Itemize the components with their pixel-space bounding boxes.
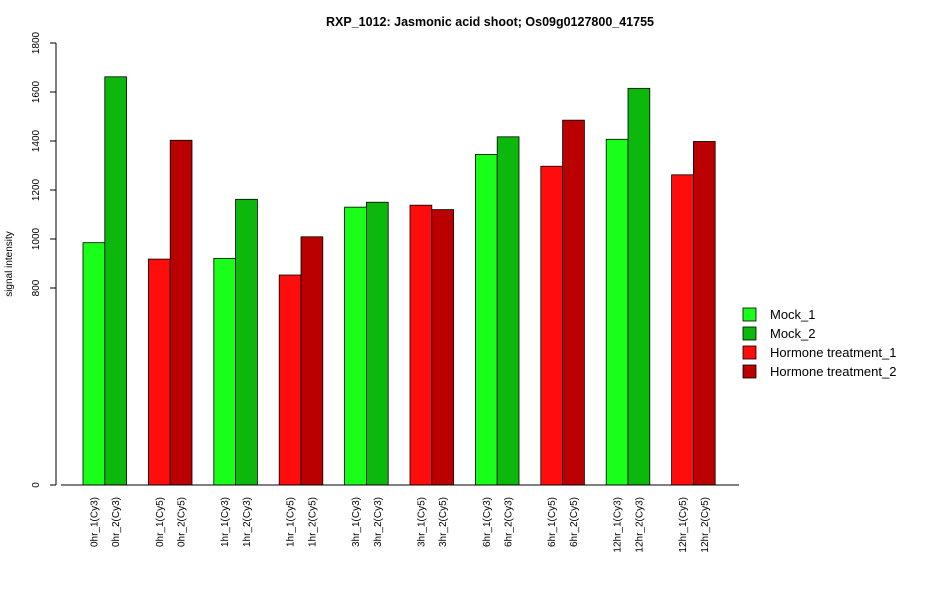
bar (147, 258, 171, 486)
legend-swatch (742, 345, 757, 360)
chart-title: RXP_1012: Jasmonic acid shoot; Os09g0127… (326, 15, 654, 29)
bar (431, 209, 454, 486)
bar (300, 236, 324, 486)
bar (671, 174, 694, 486)
bar (344, 206, 367, 486)
bar (365, 201, 389, 486)
legend-label: Mock_1 (770, 307, 816, 322)
y-tick-label: 0 (31, 482, 42, 488)
bars-group (82, 76, 716, 486)
x-tick-label: 12hr_1(Cy3) (613, 497, 624, 553)
x-tick-label: 1hr_2(Cy5) (307, 497, 318, 547)
y-axis-label: signal intensity (4, 231, 15, 297)
x-tick-label: 6hr_1(Cy3) (482, 497, 493, 547)
x-tick-label: 3hr_1(Cy5) (416, 497, 427, 547)
bar (278, 274, 302, 486)
y-tick-label: 1600 (31, 80, 42, 103)
bar (104, 76, 128, 486)
x-tick-label: 1hr_1(Cy5) (286, 497, 297, 547)
legend-swatch (742, 364, 757, 379)
legend: Mock_1 Mock_2 Hormone treatment_1 Hormone t… (742, 307, 896, 379)
y-tick-label: 1000 (31, 227, 42, 250)
y-axis: 0 800 1000 1200 1400 1600 1800 (31, 31, 57, 488)
bar (605, 138, 629, 486)
x-tick-label: 12hr_1(Cy5) (678, 497, 689, 553)
bar (693, 141, 716, 486)
x-tick-label: 6hr_2(Cy5) (569, 497, 580, 547)
bar (540, 165, 563, 486)
x-tick-label: 6hr_2(Cy3) (504, 497, 515, 547)
x-tick-label: 12hr_2(Cy3) (634, 497, 645, 553)
bar (409, 204, 433, 486)
legend-label: Mock_2 (770, 326, 816, 341)
legend-swatch (742, 307, 757, 322)
x-tick-label: 3hr_1(Cy3) (351, 497, 362, 547)
x-tick-label: 1hr_2(Cy3) (242, 497, 253, 547)
x-tick-label: 12hr_2(Cy5) (700, 497, 711, 553)
y-tick-label: 1800 (31, 31, 42, 54)
legend-label: Hormone treatment_2 (770, 364, 896, 379)
x-tick-label: 0hr_1(Cy3) (89, 497, 100, 547)
x-tick-label: 0hr_1(Cy5) (155, 497, 166, 547)
y-tick-label: 800 (31, 279, 42, 296)
y-tick-label: 1400 (31, 129, 42, 152)
x-tick-label: 3hr_2(Cy3) (373, 497, 384, 547)
bar (169, 139, 193, 486)
bar (82, 242, 106, 486)
x-tick-label: 0hr_2(Cy3) (111, 497, 122, 547)
bar (213, 257, 237, 486)
x-tick-label: 1hr_1(Cy3) (220, 497, 231, 547)
x-tick-label: 0hr_2(Cy5) (177, 497, 188, 547)
bar (496, 136, 520, 486)
x-tick-label: 3hr_2(Cy5) (438, 497, 449, 547)
legend-swatch (742, 326, 757, 341)
bar (235, 198, 258, 486)
x-axis: 0hr_1(Cy3) 0hr_2(Cy3) 0hr_1(Cy5) 0hr_2(Cy5)… (61, 484, 739, 553)
bar (474, 154, 498, 486)
bar (562, 119, 585, 486)
legend-label: Hormone treatment_1 (770, 345, 896, 360)
x-tick-label: 6hr_1(Cy5) (547, 497, 558, 547)
bar (627, 87, 651, 486)
y-tick-label: 1200 (31, 178, 42, 201)
